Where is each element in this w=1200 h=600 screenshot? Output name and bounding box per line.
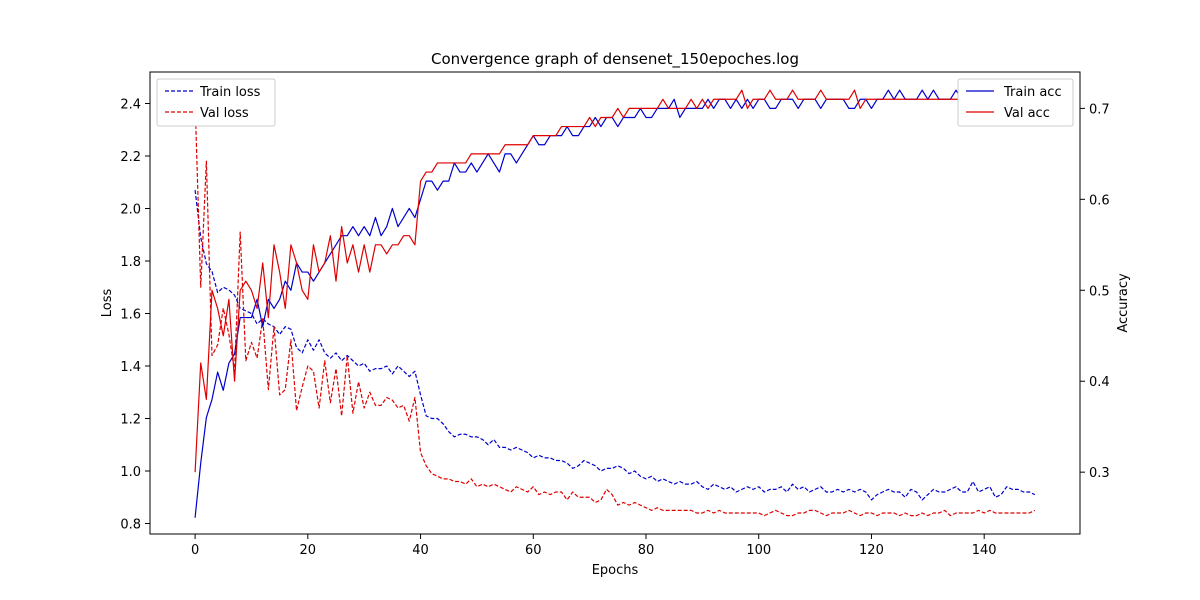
y-axis-left-title: Loss bbox=[100, 289, 115, 318]
series-line-val-loss bbox=[194, 100, 1036, 517]
x-tick-label: 20 bbox=[300, 543, 317, 558]
y-right-tick-label: 0.3 bbox=[1089, 466, 1110, 481]
y-left-tick-label: 2.0 bbox=[120, 203, 141, 218]
legend-right: Train acc Val acc bbox=[957, 78, 1074, 127]
x-axis: 0 20 40 60 80 100 120 140 bbox=[191, 534, 997, 558]
y-left-tick-label: 2.2 bbox=[120, 150, 141, 165]
y-right-tick-label: 0.4 bbox=[1089, 375, 1110, 390]
y-axis-right: 0.3 0.4 0.5 0.6 0.7 bbox=[1080, 102, 1110, 481]
legend-label-train-loss: Train loss bbox=[199, 85, 261, 100]
y-left-tick-label: 1.8 bbox=[120, 255, 141, 270]
y-left-tick-label: 0.8 bbox=[120, 518, 141, 533]
series-line-train-acc bbox=[194, 89, 1035, 518]
y-right-tick-label: 0.7 bbox=[1089, 102, 1110, 117]
y-left-tick-label: 2.4 bbox=[120, 98, 141, 113]
x-tick-label: 40 bbox=[412, 543, 429, 558]
legend-label-val-loss: Val loss bbox=[200, 106, 249, 121]
legend-label-val-acc: Val acc bbox=[1004, 106, 1050, 121]
x-tick-label: 0 bbox=[191, 543, 199, 558]
x-tick-label: 60 bbox=[525, 543, 542, 558]
x-tick-label: 100 bbox=[746, 543, 771, 558]
legend-label-train-acc: Train acc bbox=[1003, 85, 1062, 100]
y-left-tick-label: 1.6 bbox=[120, 308, 141, 323]
plot-series-group bbox=[194, 89, 1036, 518]
x-axis-title: Epochs bbox=[592, 563, 639, 578]
plot-frame bbox=[149, 71, 1081, 535]
x-tick-label: 80 bbox=[638, 543, 655, 558]
series-line-train-loss bbox=[194, 190, 1036, 501]
series-line-val-acc bbox=[194, 89, 1035, 473]
x-tick-label: 120 bbox=[859, 543, 884, 558]
chart-title: Convergence graph of densenet_150epoches… bbox=[431, 50, 799, 69]
legend-left: Train loss Val loss bbox=[156, 78, 276, 127]
y-right-tick-label: 0.5 bbox=[1089, 284, 1110, 299]
y-axis-left: 0.8 1.0 1.2 1.4 1.6 1.8 2.0 2.2 2.4 bbox=[120, 98, 150, 533]
y-left-tick-label: 1.0 bbox=[120, 465, 141, 480]
y-left-tick-label: 1.2 bbox=[120, 413, 141, 428]
x-tick-label: 140 bbox=[972, 543, 997, 558]
y-axis-right-title: Accuracy bbox=[1116, 273, 1131, 333]
y-left-tick-label: 1.4 bbox=[120, 360, 141, 375]
y-right-tick-label: 0.6 bbox=[1089, 193, 1110, 208]
